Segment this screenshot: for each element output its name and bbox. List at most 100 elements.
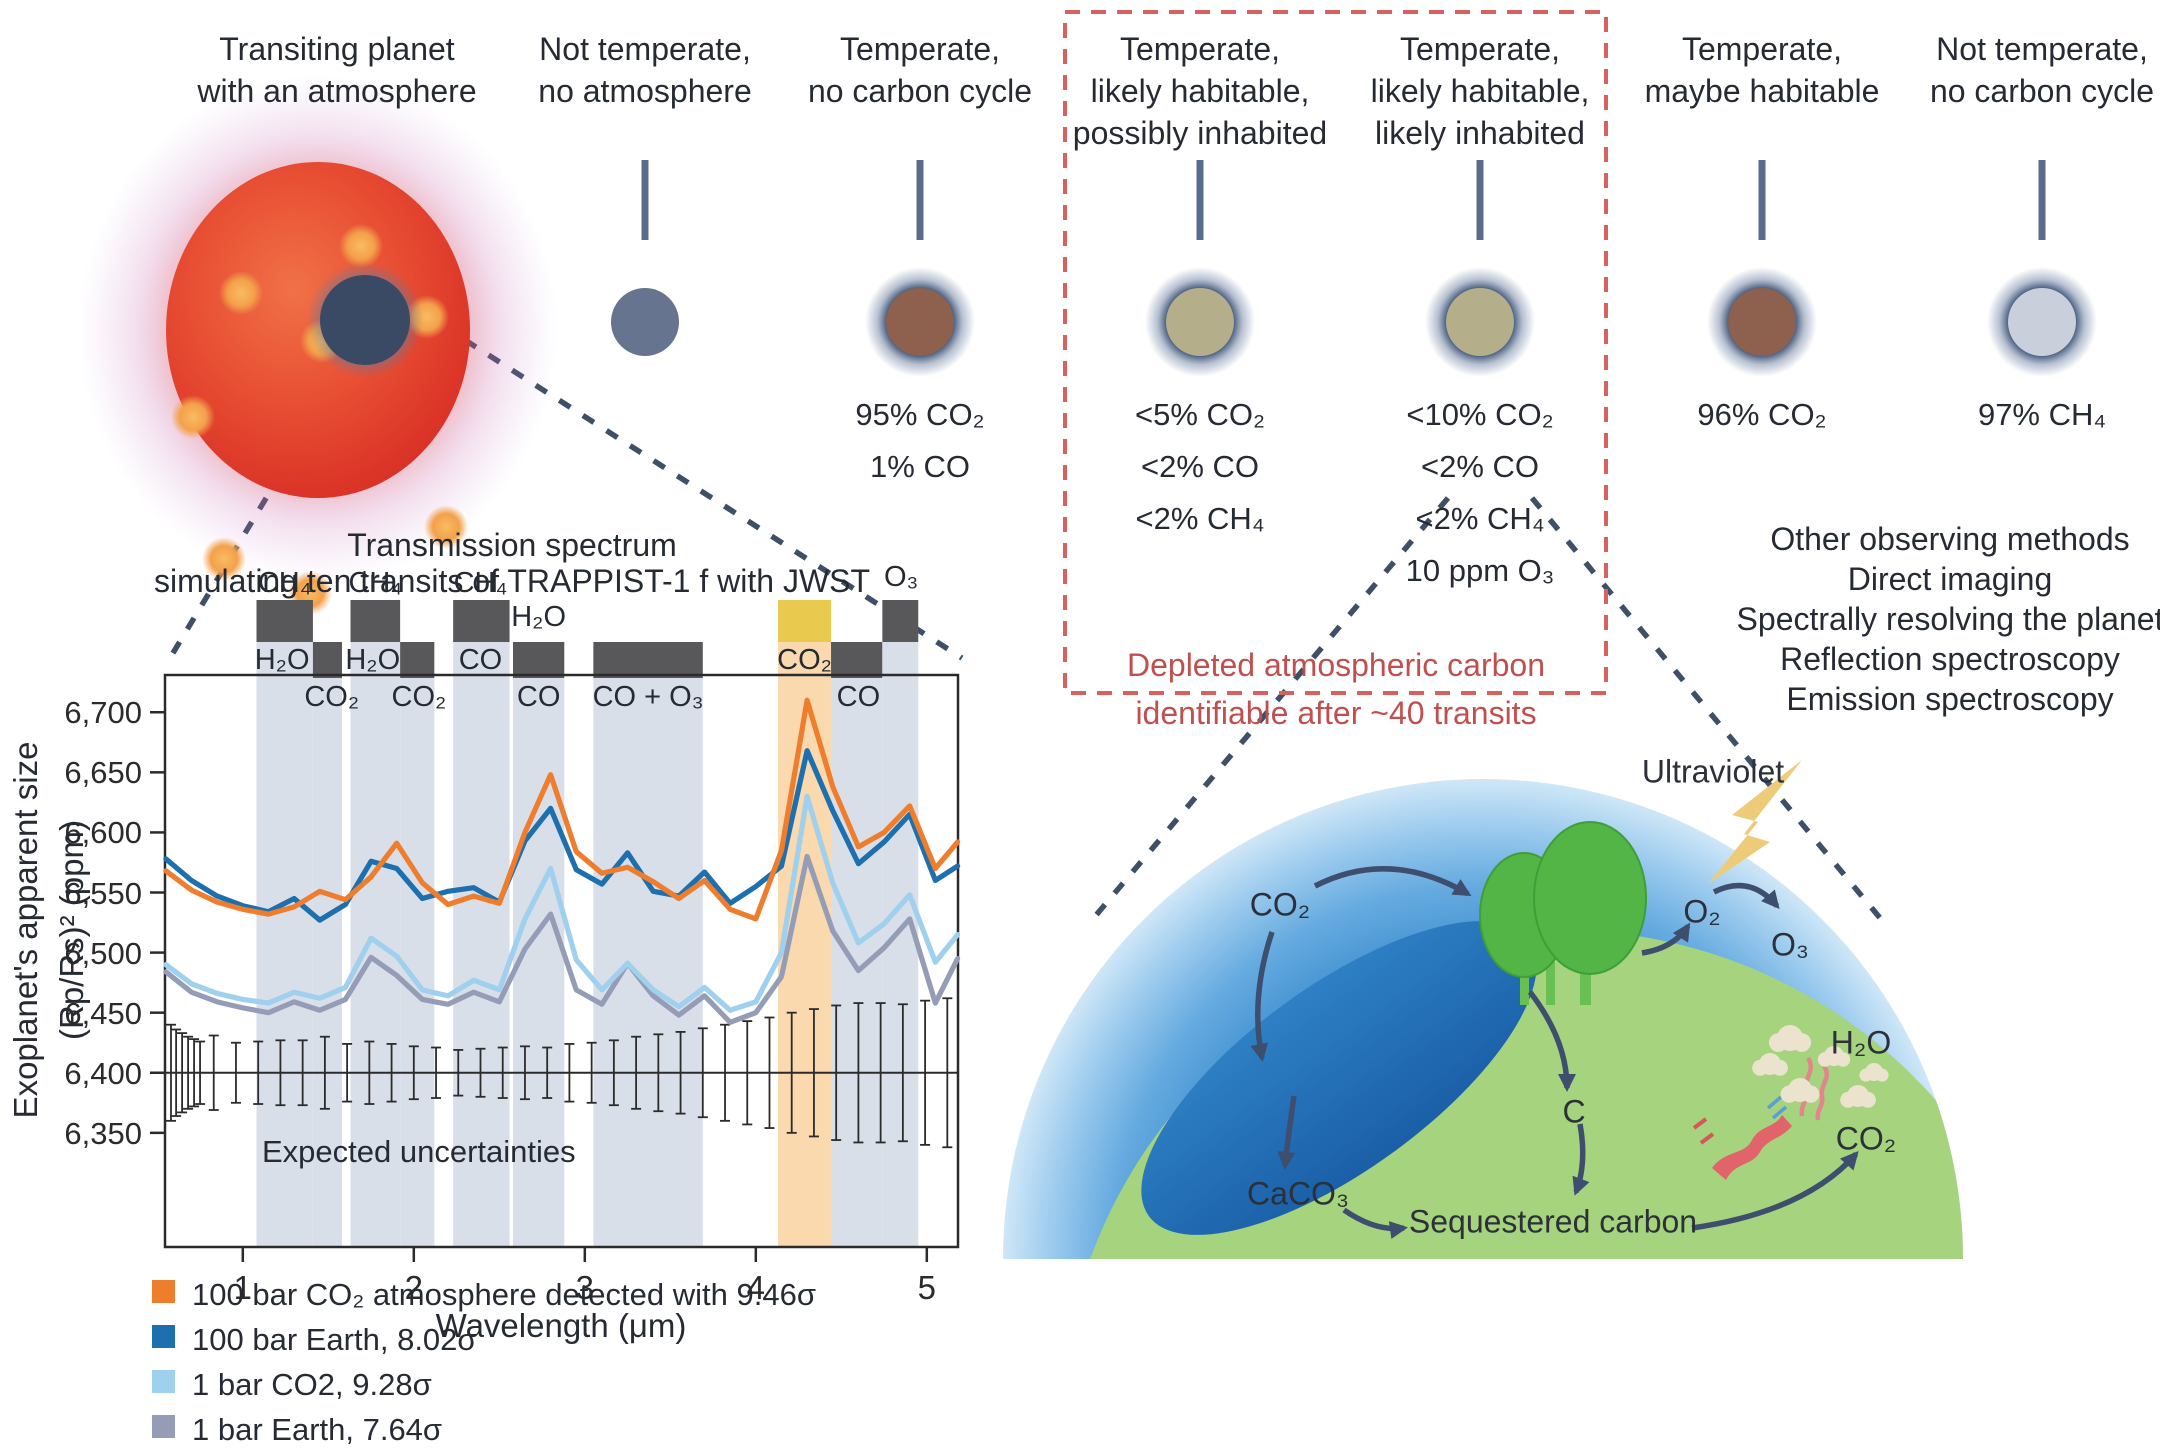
planet-lightgray [2008, 288, 2076, 356]
cloud-icon [1817, 1046, 1851, 1067]
legend-swatch [152, 1280, 175, 1303]
earth-label-co2_right: CO₂ [1835, 1120, 1897, 1157]
band-cap [350, 600, 401, 642]
ytick-label: 6,600 [64, 815, 142, 851]
x-axis-label: Wavelength (μm) [435, 1307, 687, 1344]
earth-label-o2: O₂ [1683, 893, 1721, 930]
cloud-icon [1840, 1085, 1876, 1108]
star-spot [171, 395, 215, 439]
earth-label-o3: O₃ [1771, 926, 1809, 963]
legend-label: 100 bar CO₂ atmosphere detected with 9.4… [192, 1277, 816, 1312]
band-cap [256, 600, 313, 642]
molecule-label: H₂O [511, 601, 567, 633]
earth-label-h2o: H₂O [1830, 1024, 1892, 1061]
planet-tan [1166, 288, 1234, 356]
earth-label-ultraviolet: Ultraviolet [1641, 753, 1785, 790]
connector-dashed-line-2 [1089, 496, 1451, 922]
star-spot [339, 224, 383, 268]
uncertainties-label: Expected uncertainties [262, 1134, 576, 1169]
other-methods-line: Direct imaging [1847, 561, 2053, 597]
earth-label-c: C [1562, 1093, 1586, 1130]
column-title-line: maybe habitable [1644, 73, 1880, 109]
cloud-icon [1768, 1025, 1812, 1052]
molecule-label: H₂O [254, 644, 310, 676]
ytick-label: 6,700 [64, 695, 142, 731]
composition-line: <2% CH₄ [1135, 501, 1265, 536]
legend-swatch [152, 1415, 175, 1438]
y-axis-label: (Rp/Rs)² (ppm) [52, 820, 90, 1040]
ytick-label: 6,400 [64, 1055, 142, 1091]
ocean [1141, 921, 1537, 1235]
composition-line: <2% CH₄ [1415, 501, 1545, 536]
absorption-band [831, 678, 883, 1246]
column-title-line: likely habitable, [1370, 73, 1590, 109]
cycle-arrow-0 [1313, 866, 1472, 897]
composition-line: <5% CO₂ [1134, 397, 1266, 432]
cycle-arrow-3 [1342, 1207, 1408, 1239]
molecule-label: CH₄ [257, 567, 312, 599]
xtick-label: 4 [746, 1269, 765, 1306]
y-axis-label: Exoplanet's apparent size [6, 741, 44, 1119]
band-cap [400, 642, 435, 678]
legend-label: 100 bar Earth, 8.02σ [192, 1322, 477, 1357]
cycle-arrow-2 [1277, 1095, 1297, 1170]
cloud-icon [1780, 1078, 1820, 1103]
earth-label-caco3: CaCO₃ [1247, 1175, 1349, 1212]
band-cap [778, 600, 832, 642]
band-cap [831, 642, 883, 678]
column-title-line: Temperate, [1119, 31, 1281, 67]
column-title-line: likely habitable, [1090, 73, 1310, 109]
cycle-arrow-1 [1250, 931, 1275, 1062]
highlight-note-line: Depleted atmospheric carbon [1126, 647, 1546, 683]
molecule-label: O₃ [883, 561, 919, 593]
ytick-label: 6,450 [64, 995, 142, 1031]
highlight-note-line: identifiable after ~40 transits [1135, 695, 1537, 731]
column-title-line: no atmosphere [538, 73, 752, 109]
composition-line: <2% CO [1420, 449, 1540, 484]
cloud-icon [1752, 1053, 1788, 1076]
molecule-label: CO + O₃ [592, 681, 704, 713]
absorption-band [593, 678, 703, 1246]
absorption-band [256, 642, 313, 1246]
molecule-label: CO₂ [304, 681, 360, 713]
molecule-label: H₂O [345, 644, 401, 676]
cycle-arrow-4 [1641, 922, 1691, 956]
band-cap [453, 600, 510, 642]
transiting-planet [320, 275, 410, 365]
band-cap [882, 600, 919, 642]
lightning-bolt-icon [1708, 760, 1802, 884]
xtick-label: 1 [233, 1269, 252, 1306]
star-spot [219, 271, 263, 315]
other-methods-line: Reflection spectroscopy [1780, 641, 2120, 677]
star-spot [202, 537, 246, 581]
absorption-band [400, 678, 435, 1246]
composition-line: <10% CO₂ [1406, 397, 1554, 432]
column-title-line: Transiting planet [219, 31, 455, 67]
planet-tan [1446, 288, 1514, 356]
volcano-smoke [1815, 1064, 1830, 1121]
other-methods-line: Emission spectroscopy [1786, 681, 2114, 717]
column-title-line: Temperate, [839, 31, 1001, 67]
legend-label: 1 bar CO2, 9.28σ [192, 1367, 432, 1402]
carbon-cycle-earth [1003, 760, 1963, 1259]
composition-line: 10 ppm O₃ [1405, 553, 1555, 588]
legend-swatch [152, 1325, 175, 1348]
composition-line: <2% CO [1140, 449, 1260, 484]
band-cap [512, 642, 565, 678]
other-methods-line: Other observing methods [1770, 521, 2130, 557]
planet-bare [611, 288, 679, 356]
molecule-label: CH₄ [348, 567, 403, 599]
ytick-label: 6,650 [64, 755, 142, 791]
host-star-illustration [78, 75, 558, 615]
band-cap [593, 642, 703, 678]
cloud-icon [1859, 1063, 1889, 1082]
cycle-arrow-7 [1572, 1123, 1590, 1196]
column-title-line: with an atmosphere [197, 73, 477, 109]
xtick-label: 3 [575, 1269, 594, 1306]
other-methods-line: Spectrally resolving the planet [1736, 601, 2160, 637]
molecule-label: CO₂ [391, 681, 447, 713]
cycle-arrow-5 [1712, 882, 1780, 910]
ytick-label: 6,350 [64, 1115, 142, 1151]
